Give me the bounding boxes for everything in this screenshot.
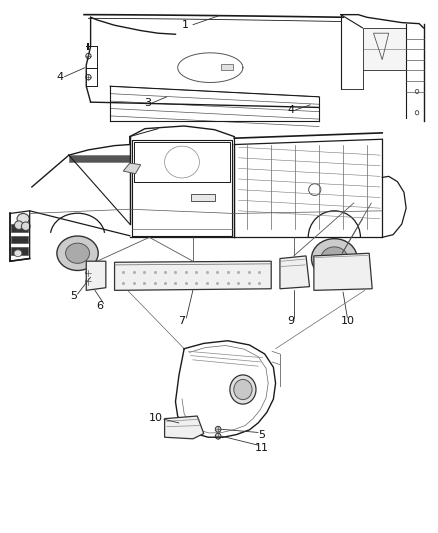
Bar xyxy=(191,195,215,201)
Bar xyxy=(11,224,28,231)
Text: 10: 10 xyxy=(149,413,163,423)
Ellipse shape xyxy=(94,267,99,271)
Ellipse shape xyxy=(311,239,357,278)
Ellipse shape xyxy=(215,426,221,432)
Ellipse shape xyxy=(86,270,91,276)
Text: 9: 9 xyxy=(287,316,294,326)
Ellipse shape xyxy=(17,214,29,224)
Ellipse shape xyxy=(86,279,91,284)
Ellipse shape xyxy=(94,276,99,280)
Polygon shape xyxy=(165,416,204,439)
Text: 10: 10 xyxy=(340,316,354,326)
Text: 4: 4 xyxy=(57,71,64,82)
Text: 11: 11 xyxy=(254,443,268,453)
Polygon shape xyxy=(280,256,310,289)
Ellipse shape xyxy=(94,285,99,289)
Bar xyxy=(11,247,28,255)
Bar xyxy=(69,155,130,161)
Ellipse shape xyxy=(66,243,89,263)
Bar xyxy=(221,64,233,70)
Text: 5: 5 xyxy=(70,290,77,301)
Bar xyxy=(363,28,406,70)
Ellipse shape xyxy=(321,247,348,270)
Ellipse shape xyxy=(14,250,22,257)
Text: 6: 6 xyxy=(96,301,103,311)
Text: 3: 3 xyxy=(144,98,151,108)
Polygon shape xyxy=(314,253,372,290)
Ellipse shape xyxy=(230,375,256,404)
Polygon shape xyxy=(86,261,106,290)
Ellipse shape xyxy=(215,433,221,439)
Polygon shape xyxy=(115,261,271,290)
Text: 5: 5 xyxy=(258,430,265,440)
Text: 1: 1 xyxy=(181,20,188,30)
Text: 4: 4 xyxy=(287,105,294,115)
Ellipse shape xyxy=(234,379,252,400)
Ellipse shape xyxy=(21,222,30,230)
Polygon shape xyxy=(123,163,141,174)
Bar xyxy=(11,236,28,243)
Text: 7: 7 xyxy=(178,316,186,326)
Ellipse shape xyxy=(14,221,23,229)
Ellipse shape xyxy=(57,236,98,270)
